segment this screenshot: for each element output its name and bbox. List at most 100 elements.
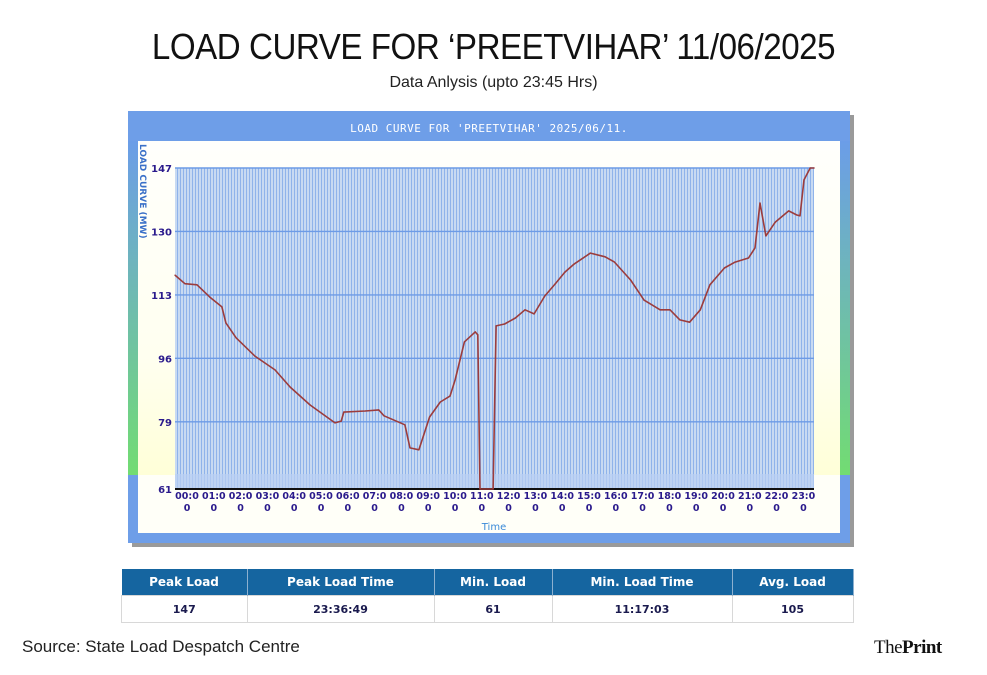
brand-print: Print	[902, 637, 942, 658]
data-point	[495, 325, 497, 327]
value-peak-load-time: 23:36:49	[246, 595, 435, 623]
value-peak-load: 147	[121, 595, 248, 623]
data-point	[679, 319, 681, 321]
x-tick-label: 00:0 0	[175, 491, 199, 514]
data-point	[514, 317, 516, 319]
x-tick-label: 06:0 0	[336, 491, 360, 514]
data-point	[564, 271, 566, 273]
x-tick-label: 16:0 0	[604, 491, 628, 514]
data-point	[809, 167, 811, 169]
x-tick-label: 22:0 0	[765, 491, 789, 514]
data-point	[289, 386, 291, 388]
data-point	[659, 309, 661, 311]
x-tick-label: 09:0 0	[416, 491, 440, 514]
value-avg-load: 105	[731, 595, 854, 623]
data-point	[309, 404, 311, 406]
data-point	[439, 401, 441, 403]
brand-logo: ThePrint	[874, 637, 942, 659]
data-point	[688, 321, 691, 323]
x-tick-label: 08:0 0	[390, 491, 414, 514]
data-point	[699, 309, 701, 311]
x-tick-label: 05:0 0	[309, 491, 333, 514]
data-point	[533, 313, 535, 315]
x-tick-label: 20:0 0	[711, 491, 735, 514]
data-point	[477, 334, 479, 336]
data-point	[788, 210, 790, 212]
data-point	[454, 379, 456, 381]
chart-title: LOAD CURVE FOR 'PREETVIHAR' 2025/06/11.	[350, 122, 628, 135]
data-point	[225, 322, 227, 324]
data-point	[504, 323, 506, 325]
data-point	[765, 235, 767, 237]
x-tick-label: 02:0 0	[229, 491, 253, 514]
header-min-load-time: Min. Load Time	[552, 569, 733, 596]
x-tick-label: 18:0 0	[658, 491, 682, 514]
data-point	[604, 256, 606, 258]
data-point	[589, 252, 592, 254]
data-point	[343, 411, 345, 413]
data-point	[463, 341, 466, 343]
y-tick-label: 79	[158, 418, 172, 429]
data-point	[340, 420, 342, 422]
data-point	[643, 299, 645, 301]
x-tick-label: 13:0 0	[524, 491, 548, 514]
y-tick-label: 147	[151, 164, 172, 175]
data-point	[409, 447, 411, 449]
x-tick-label: 07:0 0	[363, 491, 387, 514]
data-point	[429, 416, 431, 418]
data-point	[479, 488, 481, 490]
data-point	[274, 369, 276, 371]
data-point	[774, 221, 776, 223]
data-point	[803, 179, 805, 181]
data-point	[796, 214, 798, 216]
data-point	[184, 283, 186, 285]
stats-value-row: 147 23:36:49 61 11:17:03 105	[121, 595, 854, 623]
data-point	[221, 306, 223, 308]
series-line-load	[174, 167, 815, 490]
data-point	[630, 279, 632, 281]
data-point	[418, 449, 420, 451]
data-point	[747, 257, 750, 259]
data-point	[449, 395, 451, 397]
data-point	[254, 355, 256, 357]
data-point	[524, 309, 526, 311]
data-point	[754, 247, 756, 249]
x-tick-label: 10:0 0	[443, 491, 467, 514]
data-point	[383, 415, 385, 417]
data-point	[723, 267, 726, 269]
left-gradient-bar	[128, 141, 138, 475]
value-min-load-time: 11:17:03	[551, 595, 733, 623]
data-point	[544, 295, 546, 297]
data-point	[799, 215, 801, 217]
data-point	[378, 409, 380, 411]
data-point	[235, 337, 237, 339]
page-subtitle: Data Anlysis (upto 23:45 Hrs)	[389, 74, 598, 91]
y-axis-label: LOAD CURVE (MW)	[137, 144, 147, 239]
data-point	[209, 296, 211, 298]
y-tick-label: 130	[151, 227, 172, 238]
value-min-load: 61	[433, 595, 553, 623]
stats-table: Peak Load Peak Load Time Min. Load Min. …	[121, 569, 854, 623]
data-point	[573, 263, 575, 265]
header-min-load: Min. Load	[434, 569, 553, 596]
source-note: Source: State Load Despatch Centre	[22, 637, 300, 656]
data-point	[174, 274, 176, 276]
right-gradient-bar	[840, 141, 850, 475]
data-point	[759, 202, 761, 204]
header-peak-load: Peak Load	[121, 569, 248, 596]
brand-the: The	[874, 637, 903, 658]
data-point	[554, 283, 556, 285]
x-tick-label: 03:0 0	[256, 491, 280, 514]
data-point	[813, 167, 815, 169]
header-peak-load-time: Peak Load Time	[247, 569, 435, 596]
x-tick-label: 01:0 0	[202, 491, 226, 514]
page-title: LOAD CURVE FOR ‘PREETVIHAR’ 11/06/2025	[151, 26, 836, 67]
plot-bottom-band	[175, 474, 814, 489]
x-axis-label: Time	[481, 522, 506, 533]
y-tick-label: 96	[158, 354, 172, 365]
data-point	[613, 261, 616, 263]
x-tick-label: 23:0 0	[792, 491, 816, 514]
x-tick-label: 17:0 0	[631, 491, 655, 514]
data-point	[492, 488, 494, 490]
